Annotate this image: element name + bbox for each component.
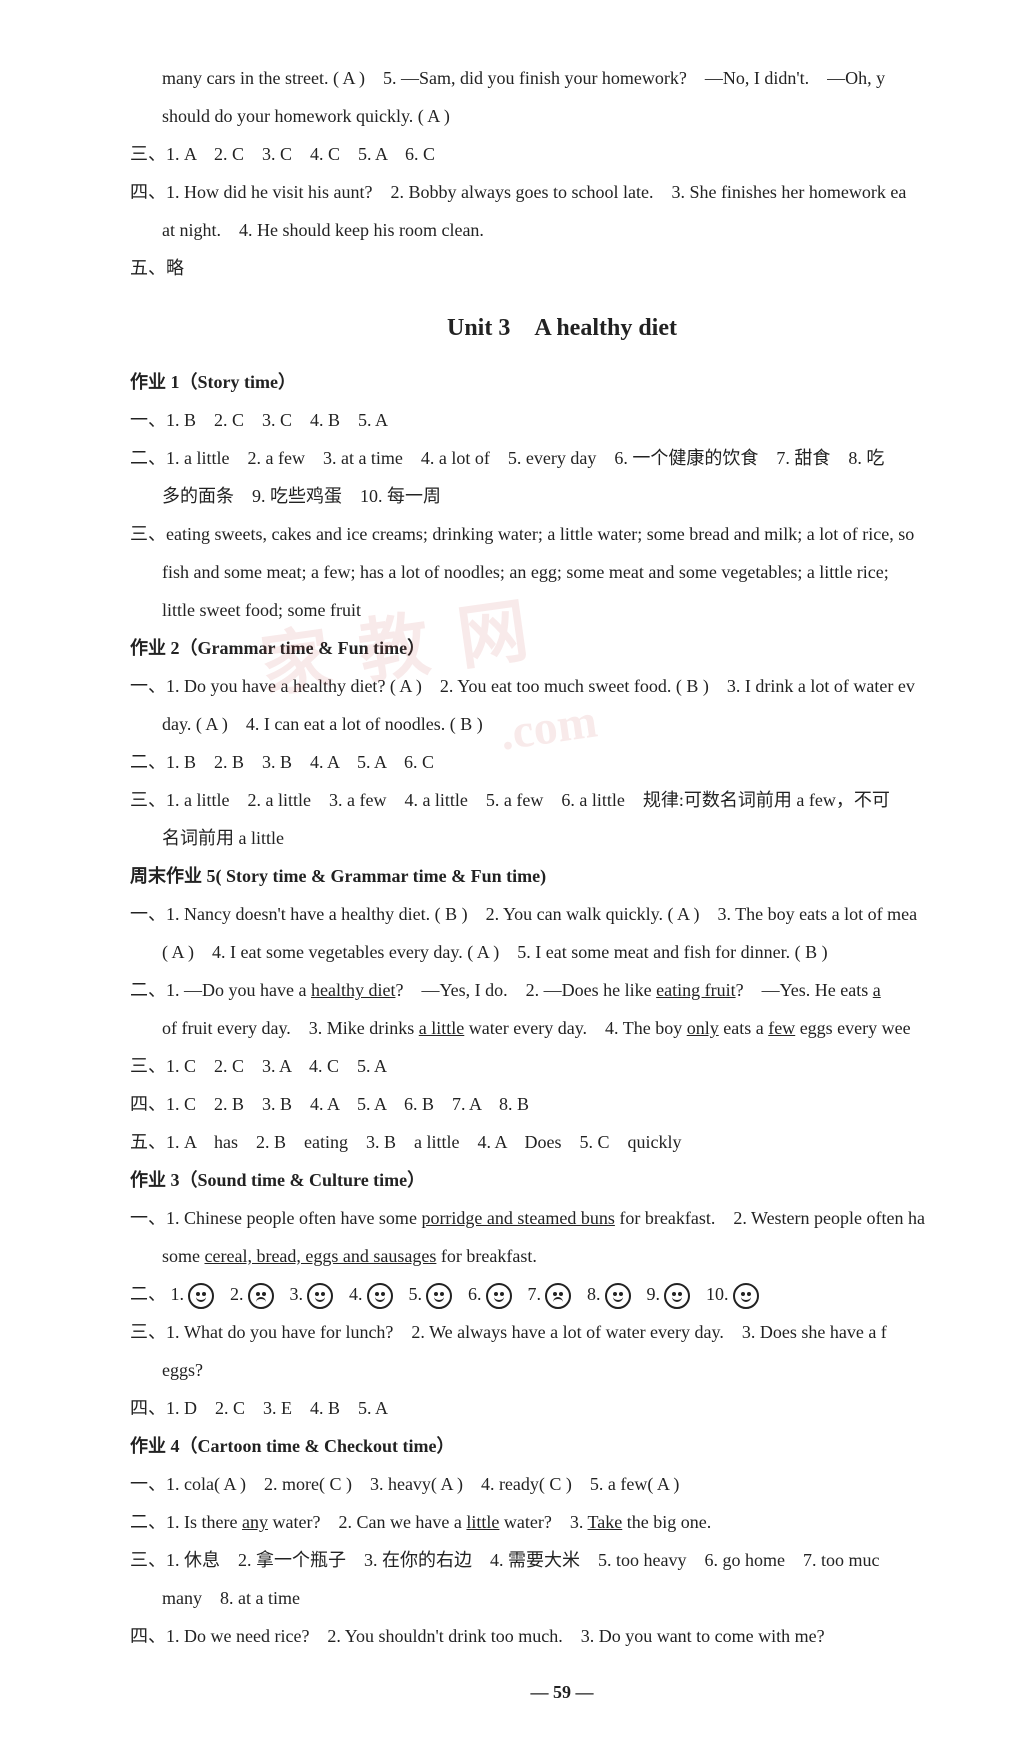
wk5-l2-mid: ? —Yes, I do. 2. —Does he like <box>395 980 656 1000</box>
hw4-l2-mid1: water? 2. Can we have a <box>268 1512 466 1532</box>
wk5-l2b-u3: few <box>768 1018 795 1038</box>
happy-face-icon <box>188 1283 214 1309</box>
hw4-l4: 四、1. Do we need rice? 2. You shouldn't d… <box>130 1618 994 1654</box>
face-item: 9. <box>647 1284 693 1304</box>
hw2-l2: 二、1. B 2. B 3. B 4. A 5. A 6. C <box>130 744 994 780</box>
hw4-l2: 二、1. Is there any water? 2. Can we have … <box>130 1504 994 1540</box>
hw2-l1: 一、1. Do you have a healthy diet? ( A ) 2… <box>130 668 994 704</box>
hw3-faces-row: 二、 1. 2. 3. 4. 5. 6. 7. 8. 9. 10. <box>130 1276 994 1312</box>
face-item: 7. <box>528 1284 574 1304</box>
hw4-l2-end: the big one. <box>622 1512 711 1532</box>
hw4-l3: 三、1. 休息 2. 拿一个瓶子 3. 在你的右边 4. 需要大米 5. too… <box>130 1542 994 1578</box>
wk5-l2-a: a <box>873 980 881 1000</box>
happy-face-icon <box>307 1283 333 1309</box>
sad-face-icon <box>248 1283 274 1309</box>
section-4-l1: 四、1. How did he visit his aunt? 2. Bobby… <box>130 174 994 210</box>
hw4-l2-pre: 二、1. Is there <box>130 1512 242 1532</box>
section-3: 三、1. A 2. C 3. C 4. C 5. A 6. C <box>130 136 994 172</box>
hw1-l3: 三、eating sweets, cakes and ice creams; d… <box>130 516 994 552</box>
wk5-l5: 五、1. A has 2. B eating 3. B a little 4. … <box>130 1124 994 1160</box>
hw4-l2-mid2: water? 3. <box>499 1512 587 1532</box>
wk5-l2b: of fruit every day. 3. Mike drinks a lit… <box>130 1010 994 1046</box>
wk5-l2b-pre: of fruit every day. 3. Mike drinks <box>162 1018 419 1038</box>
face-item: 10. <box>706 1284 761 1304</box>
hw3-l1-pre: 一、1. Chinese people often have some <box>130 1208 421 1228</box>
section-4-l2: at night. 4. He should keep his room cle… <box>130 212 994 248</box>
wk5-l2-mid2: ? —Yes. He eats <box>736 980 873 1000</box>
sad-face-icon <box>545 1283 571 1309</box>
hw4-l2-u3: Take <box>588 1512 623 1532</box>
face-number: 1. <box>171 1284 185 1304</box>
happy-face-icon <box>486 1283 512 1309</box>
happy-face-icon <box>426 1283 452 1309</box>
hw1-l3c: little sweet food; some fruit <box>130 592 994 628</box>
happy-face-icon <box>664 1283 690 1309</box>
wk5-l2-pre: 二、1. —Do you have a <box>130 980 311 1000</box>
hw3-l1: 一、1. Chinese people often have some porr… <box>130 1200 994 1236</box>
hw3-l1b-post: for breakfast. <box>436 1246 536 1266</box>
face-item: 2. <box>230 1284 276 1304</box>
happy-face-icon <box>605 1283 631 1309</box>
face-number: 4. <box>349 1284 363 1304</box>
face-number: 3. <box>290 1284 304 1304</box>
hw3-l3: 三、1. What do you have for lunch? 2. We a… <box>130 1314 994 1350</box>
face-item: 3. <box>290 1284 336 1304</box>
face-item: 4. <box>349 1284 395 1304</box>
hw3-l1b-u: cereal, bread, eggs and sausages <box>205 1246 437 1266</box>
face-number: 7. <box>528 1284 542 1304</box>
face-item: 8. <box>587 1284 633 1304</box>
hw3-l1-u: porridge and steamed buns <box>421 1208 614 1228</box>
wk5-l2b-mid: water every day. 4. The boy <box>464 1018 686 1038</box>
wk5-l3: 三、1. C 2. C 3. A 4. C 5. A <box>130 1048 994 1084</box>
wk5-l2b-u1: a little <box>419 1018 464 1038</box>
hw2-l1b: day. ( A ) 4. I can eat a lot of noodles… <box>130 706 994 742</box>
hw4-title: 作业 4（Cartoon time & Checkout time） <box>130 1428 994 1464</box>
hw3-l1b-pre: some <box>162 1246 205 1266</box>
wk5-l1: 一、1. Nancy doesn't have a healthy diet. … <box>130 896 994 932</box>
hw1-l2: 二、1. a little 2. a few 3. at a time 4. a… <box>130 440 994 476</box>
happy-face-icon <box>733 1283 759 1309</box>
happy-face-icon <box>367 1283 393 1309</box>
wk5-l4: 四、1. C 2. B 3. B 4. A 5. A 6. B 7. A 8. … <box>130 1086 994 1122</box>
hw3-l1b: some cereal, bread, eggs and sausages fo… <box>130 1238 994 1274</box>
wk5-l2b-mid2: eats a <box>719 1018 768 1038</box>
face-item: 6. <box>468 1284 514 1304</box>
face-number: 9. <box>647 1284 661 1304</box>
hw4-l2-u2: little <box>466 1512 499 1532</box>
hw1-l3b: fish and some meat; a few; has a lot of … <box>130 554 994 590</box>
hw2-l3: 三、1. a little 2. a little 3. a few 4. a … <box>130 782 994 818</box>
intro-line-2: should do your homework quickly. ( A ) <box>130 98 994 134</box>
face-number: 8. <box>587 1284 601 1304</box>
hw2-l3b: 名词前用 a little <box>130 820 994 856</box>
page-number: — 59 — <box>130 1674 994 1710</box>
wk5-l2-healthy: healthy diet <box>311 980 395 1000</box>
hw1-l1: 一、1. B 2. C 3. C 4. B 5. A <box>130 402 994 438</box>
intro-line-1: many cars in the street. ( A ) 5. —Sam, … <box>130 60 994 96</box>
wk5-l2b-end: eggs every wee <box>795 1018 910 1038</box>
hw3-l3b: eggs? <box>130 1352 994 1388</box>
unit-title: Unit 3 A healthy diet <box>130 304 994 352</box>
hw4-l1: 一、1. cola( A ) 2. more( C ) 3. heavy( A … <box>130 1466 994 1502</box>
wk5-l2: 二、1. —Do you have a healthy diet? —Yes, … <box>130 972 994 1008</box>
face-item: 5. <box>409 1284 455 1304</box>
hw3-l1-post: for breakfast. 2. Western people often h… <box>615 1208 925 1228</box>
hw1-l2b: 多的面条 9. 吃些鸡蛋 10. 每一周 <box>130 478 994 514</box>
section-5: 五、略 <box>130 250 994 286</box>
hw1-title: 作业 1（Story time） <box>130 364 994 400</box>
hw3-faces-label: 二、 <box>130 1284 166 1304</box>
wk5-l1b: ( A ) 4. I eat some vegetables every day… <box>130 934 994 970</box>
face-item: 1. <box>171 1284 217 1304</box>
face-number: 6. <box>468 1284 482 1304</box>
face-number: 10. <box>706 1284 729 1304</box>
wk5-title: 周末作业 5( Story time & Grammar time & Fun … <box>130 858 994 894</box>
wk5-l2b-u2: only <box>687 1018 719 1038</box>
hw4-l2-u1: any <box>242 1512 268 1532</box>
hw2-title: 作业 2（Grammar time & Fun time） <box>130 630 994 666</box>
hw3-l4: 四、1. D 2. C 3. E 4. B 5. A <box>130 1390 994 1426</box>
wk5-l2-eating: eating fruit <box>656 980 735 1000</box>
hw3-title: 作业 3（Sound time & Culture time） <box>130 1162 994 1198</box>
face-number: 2. <box>230 1284 244 1304</box>
face-number: 5. <box>409 1284 423 1304</box>
hw4-l3b: many 8. at a time <box>130 1580 994 1616</box>
